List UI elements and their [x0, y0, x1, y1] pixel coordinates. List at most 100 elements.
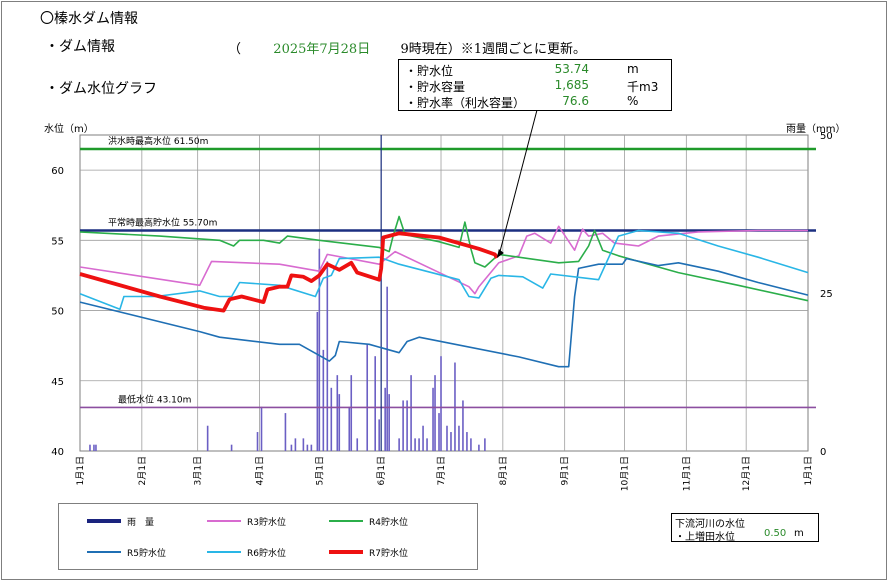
- legend-item-r7: R7貯水位: [329, 545, 408, 559]
- series-line: [79, 257, 809, 368]
- info-label: ・貯水位: [405, 64, 454, 78]
- info-label: ・貯水容量: [405, 80, 466, 94]
- info-row-level: ・貯水位: [405, 62, 453, 78]
- y-tick-label-right: 50: [820, 131, 833, 142]
- rainfall-bar: [316, 311, 319, 451]
- y-tick-label-left: 60: [51, 166, 64, 177]
- y-tick-label-left: 50: [51, 307, 64, 318]
- rainfall-bar: [294, 438, 297, 451]
- rainfall-bar: [374, 356, 376, 451]
- rainfall-bar: [484, 438, 486, 451]
- chart-axes: 水位（m） 雨量（mm） 40 45 50 55 60 0 25 50 1月1日 2月1日 3月1日 4月…: [44, 122, 845, 491]
- x-tick-label: 1月1日: [803, 456, 814, 485]
- x-tick-label: 1月1日: [75, 456, 86, 485]
- rainfall-bar: [284, 413, 287, 451]
- annotation-arrowhead: [496, 249, 504, 259]
- rainfall-bar: [438, 413, 440, 451]
- reference-lines: 洪水時最高水位 61.50m 平常時最高貯水位 55.70m 最低水位 43.10m: [80, 135, 816, 451]
- legend-item-r4: R4貯水位: [329, 514, 408, 528]
- x-tick-label: 3月1日: [193, 456, 204, 485]
- series-line: [79, 215, 809, 302]
- rainfall-bar: [290, 444, 293, 451]
- series-lines: [79, 215, 809, 368]
- page-title: 〇榛水ダム情報: [40, 11, 138, 27]
- rainfall-bar: [410, 375, 412, 451]
- y-tick-label-right: 0: [820, 447, 826, 458]
- legend-label: R5貯水位: [127, 548, 166, 559]
- rainfall-bar: [384, 387, 386, 451]
- x-tick-label: 10月1日: [620, 456, 631, 491]
- y-tick-label-left: 55: [51, 236, 64, 247]
- y-axis-label-right: 雨量（mm）: [786, 123, 845, 135]
- legend-label: R7貯水位: [369, 548, 408, 559]
- legend-swatch: [329, 550, 363, 554]
- info-row-rate: ・貯水率（利水容量）: [405, 94, 525, 110]
- legend-swatch: [87, 519, 121, 523]
- legend-label: R4貯水位: [369, 517, 408, 528]
- rainfall-bar: [450, 432, 452, 451]
- rainfall-bar: [414, 438, 416, 451]
- rainfall-bar: [462, 400, 464, 451]
- rainfall-bar: [398, 438, 400, 451]
- x-tick-label: 5月1日: [314, 456, 325, 485]
- rainfall-bar: [206, 425, 209, 451]
- rainfall-bar: [422, 425, 424, 451]
- rainfall-bar: [348, 406, 351, 451]
- chart-gridlines: [79, 134, 809, 452]
- rainfall-bar: [356, 438, 359, 451]
- dam-info-box: ・貯水位 53.74 m ・貯水容量 1,685 千m3 ・貯水率（利水容量） …: [398, 59, 672, 111]
- rainfall-bar: [406, 400, 408, 451]
- info-unit: 千m3: [627, 80, 659, 94]
- legend-swatch: [207, 520, 241, 522]
- legend-label: R6貯水位: [247, 548, 286, 559]
- river-label: ・上増田水位: [675, 532, 735, 543]
- legend-item-r6: R6貯水位: [207, 545, 286, 559]
- rainfall-bar: [93, 444, 95, 451]
- reference-line-label: 最低水位 43.10m: [118, 393, 191, 405]
- legend-item-r5: R5貯水位: [87, 545, 166, 559]
- legend-item-r3: R3貯水位: [207, 514, 286, 528]
- rainfall-bar: [426, 438, 428, 451]
- rainfall-bar: [388, 394, 390, 451]
- rainfall-bar: [458, 425, 460, 451]
- rainfall-bar: [318, 248, 321, 451]
- update-date: 2025年7月28日: [273, 42, 371, 57]
- series-line: [79, 231, 499, 313]
- x-tick-label: 11月1日: [681, 456, 692, 491]
- legend-swatch: [329, 520, 363, 522]
- rainfall-bar: [306, 444, 309, 451]
- update-note: （ 2025年7月28日 9時現在）※1週間ごとに更新。: [228, 38, 586, 57]
- rainfall-bar: [440, 356, 442, 451]
- rainfall-bar: [260, 406, 263, 451]
- x-tick-label: 2月1日: [137, 456, 148, 485]
- y-tick-label-left: 45: [51, 377, 64, 388]
- section-dam-graph: ・ダム水位グラフ: [45, 81, 157, 97]
- rainfall-bar: [330, 387, 333, 451]
- chart-legend: 雨 量 R3貯水位 R4貯水位 R5貯水位 R6貯水位 R7貯水位: [58, 503, 478, 570]
- rainfall-bar: [95, 444, 97, 451]
- rainfall-bar: [402, 400, 404, 451]
- info-label: ・貯水率（利水容量）: [405, 96, 526, 110]
- date-open: （: [228, 42, 242, 57]
- reference-line-label: 洪水時最高水位 61.50m: [108, 135, 208, 147]
- rainfall-bar: [326, 261, 329, 451]
- info-unit: %: [627, 94, 639, 108]
- rainfall-bar: [434, 375, 436, 451]
- legend-item-rainfall: 雨 量: [87, 514, 154, 528]
- legend-swatch: [207, 551, 241, 553]
- rainfall-bar: [386, 286, 388, 451]
- rainfall-bar: [230, 444, 233, 451]
- rainfall-bar: [338, 394, 341, 451]
- x-tick-label: 4月1日: [255, 456, 266, 485]
- rainfall-bar: [302, 438, 305, 451]
- x-tick-label: 9月1日: [560, 456, 571, 485]
- annotation-arrow-line: [499, 109, 538, 253]
- x-tick-label: 6月1日: [376, 456, 387, 485]
- chart-annotation: [496, 109, 538, 259]
- update-time-note: 9時現在）※1週間ごとに更新。: [400, 42, 587, 57]
- river-value: 0.50: [764, 528, 787, 539]
- rainfall-bar: [478, 444, 480, 451]
- rainfall-bar: [256, 432, 259, 451]
